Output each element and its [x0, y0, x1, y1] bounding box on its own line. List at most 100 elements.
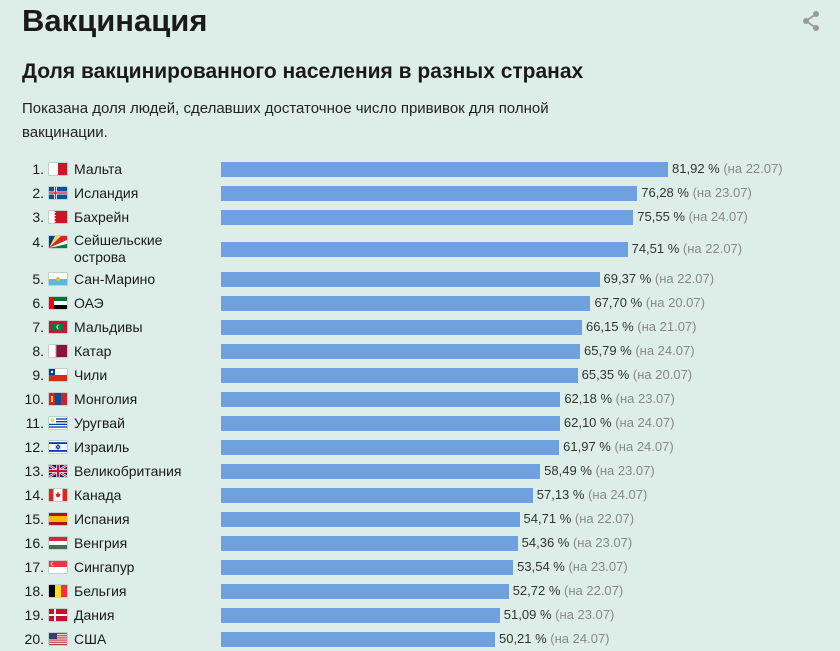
- value-label: 65,79 % (на 24.07): [584, 339, 695, 363]
- value-number: 51,09 %: [503, 607, 552, 622]
- flag-belgium-icon: [49, 585, 67, 597]
- flag-canada-icon: [49, 489, 67, 501]
- value-date: (на 20.07): [629, 367, 693, 382]
- value-label: 61,97 % (на 24.07): [563, 435, 674, 459]
- flag-usa-icon: [49, 633, 67, 645]
- rank-label: 19.: [24, 607, 44, 623]
- country-label: Венгрия: [74, 535, 128, 551]
- value-number: 62,18 %: [564, 391, 613, 406]
- flag-israel-icon: [49, 441, 67, 453]
- rank-label: 7.: [32, 319, 44, 335]
- flag-bahrain-icon: [49, 211, 67, 223]
- country-label: Канада: [74, 487, 122, 503]
- value-label: 65,35 % (на 20.07): [582, 363, 693, 387]
- share-icon[interactable]: [800, 10, 822, 32]
- rank-label: 5.: [32, 271, 44, 287]
- country-label: Дания: [74, 607, 115, 623]
- value-date: (на 22.07): [571, 511, 635, 526]
- flag-uae-icon: [49, 297, 67, 309]
- bar: [221, 367, 578, 383]
- bar-row: 19. Дания 51,09 % (на 23.07): [0, 603, 840, 627]
- value-label: 52,72 % (на 22.07): [513, 579, 624, 603]
- bar: [221, 607, 500, 623]
- value-date: (на 24.07): [631, 343, 695, 358]
- rank-label: 1.: [32, 161, 44, 177]
- value-number: 65,79 %: [584, 343, 632, 358]
- value-date: (на 24.07): [611, 415, 675, 430]
- value-number: 69,37 %: [603, 271, 652, 286]
- value-date: (на 23.07): [564, 559, 628, 574]
- value-label: 76,28 % (на 23.07): [641, 181, 752, 205]
- value-number: 52,72 %: [512, 583, 561, 598]
- value-number: 66,15 %: [585, 319, 634, 334]
- country-label: Уругвай: [74, 415, 125, 431]
- value-label: 66,15 % (на 21.07): [586, 315, 697, 339]
- country-label: Мальта: [74, 161, 123, 177]
- rank-label: 14.: [24, 487, 44, 503]
- flag-uk-icon: [49, 465, 67, 477]
- bar-row: 6. ОАЭ 67,70 % (на 20.07): [0, 291, 840, 315]
- country-label: ОАЭ: [74, 295, 104, 311]
- value-label: 54,36 % (на 23.07): [522, 531, 633, 555]
- country-label: Исландия: [74, 185, 139, 201]
- rank-label: 11.: [25, 415, 44, 431]
- bar: [221, 631, 495, 647]
- bar-row: 13. Великобритания 58,49 % (на 23.07): [0, 459, 840, 483]
- value-number: 67,70 %: [594, 295, 643, 310]
- bar-row: 9. Чили 65,35 % (на 20.07): [0, 363, 840, 387]
- country-label: Сейшельские острова: [74, 232, 163, 265]
- value-date: (на 22.07): [679, 241, 743, 256]
- country-label: Сингапур: [74, 559, 135, 575]
- bar-row: 12. Израиль 61,97 % (на 24.07): [0, 435, 840, 459]
- bar-row: 17. Сингапур 53,54 % (на 23.07): [0, 555, 840, 579]
- rank-label: 8.: [32, 343, 44, 359]
- value-date: (на 22.07): [719, 161, 783, 176]
- bar-row: 11. Уругвай 62,10 % (на 24.07): [0, 411, 840, 435]
- rank-label: 20.: [24, 631, 44, 647]
- bar-row: 2. Исландия 76,28 % (на 23.07): [0, 181, 840, 205]
- flag-san-marino-icon: [49, 273, 67, 285]
- value-date: (на 21.07): [633, 319, 697, 334]
- rank-label: 15.: [24, 511, 44, 527]
- value-label: 57,13 % (на 24.07): [537, 483, 648, 507]
- value-date: (на 24.07): [546, 631, 610, 646]
- value-date: (на 23.07): [612, 391, 675, 406]
- rank-label: 18.: [24, 583, 44, 599]
- value-label: 81,92 % (на 22.07): [672, 157, 783, 181]
- bar: [221, 391, 561, 407]
- country-label: Сан-Марино: [74, 271, 156, 287]
- value-number: 76,28 %: [641, 185, 689, 200]
- rank-label: 12.: [24, 439, 44, 455]
- value-date: (на 23.07): [591, 463, 655, 478]
- page-title: Вакцинация: [22, 3, 208, 38]
- country-label: Мальдивы: [74, 319, 143, 335]
- flag-mongolia-icon: [49, 393, 67, 405]
- value-date: (на 24.07): [584, 487, 648, 502]
- bar-row: 10. Монголия 62,18 % (на 23.07): [0, 387, 840, 411]
- value-date: (на 22.07): [560, 583, 624, 598]
- value-number: 65,35 %: [581, 367, 630, 382]
- bar: [221, 319, 582, 335]
- rank-label: 6.: [32, 295, 44, 311]
- rank-label: 4.: [32, 234, 44, 250]
- country-label: Катар: [74, 343, 112, 359]
- value-number: 50,21 %: [498, 631, 547, 646]
- value-label: 74,51 % (на 22.07): [632, 237, 743, 261]
- bar: [221, 487, 533, 503]
- country-label: Монголия: [74, 391, 138, 407]
- value-number: 74,51 %: [631, 241, 680, 256]
- bar: [221, 535, 518, 551]
- country-label: Испания: [74, 511, 130, 527]
- bar: [221, 463, 541, 479]
- value-number: 58,49 %: [544, 463, 592, 478]
- value-date: (на 22.07): [651, 271, 715, 286]
- flag-malta-icon: [49, 163, 67, 175]
- rank-label: 9.: [32, 367, 44, 383]
- flag-uruguay-icon: [49, 417, 67, 429]
- bar-row: 16. Венгрия 54,36 % (на 23.07): [0, 531, 840, 555]
- flag-singapore-icon: [49, 561, 67, 573]
- value-label: 62,18 % (на 23.07): [564, 387, 675, 411]
- value-date: (на 20.07): [642, 295, 705, 310]
- bar-row: 8. Катар 65,79 % (на 24.07): [0, 339, 840, 363]
